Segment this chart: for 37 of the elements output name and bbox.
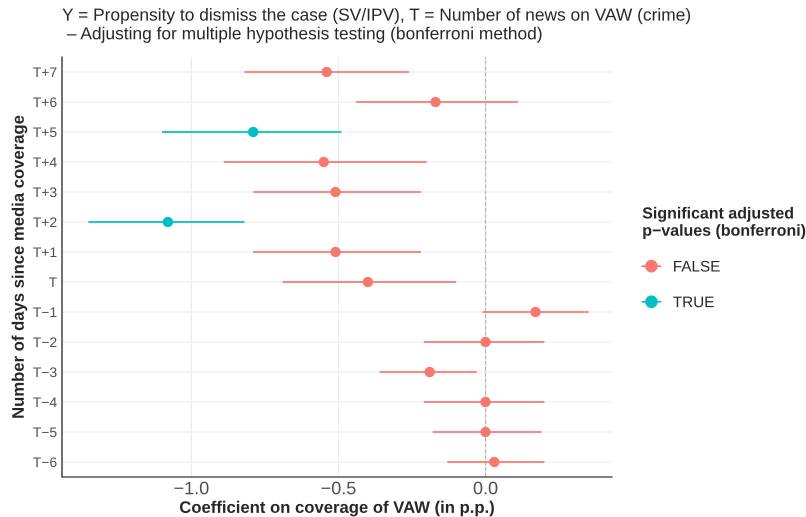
point [318,156,329,168]
point [362,276,374,288]
y-tick-label: T+3 [33,187,57,198]
x-tick-label: −1.0 [174,482,209,494]
y-tick-label: T−5 [33,427,57,438]
x-axis-title: Coefficient on coverage of VAW (in p.p.) [180,500,494,516]
point [248,126,258,138]
point [489,456,500,468]
point [480,396,491,408]
point [480,336,491,348]
legend-title: Significant adjusted p−values (bonferroni) [642,206,806,240]
y-tick-label: T [48,277,57,288]
x-tick-label: 0.0 [474,482,498,494]
point [330,186,341,198]
point [530,306,541,318]
y-tick-label: T+6 [33,97,57,108]
y-tick-label: T+2 [33,217,56,228]
x-tick-label: −0.5 [322,482,356,494]
legend-label: FALSE [674,260,720,272]
y-tick-label: T−1 [33,307,56,318]
y-tick-label: T−2 [33,337,56,348]
y-tick-label: T−6 [33,457,57,468]
y-tick-label: T+5 [33,127,57,138]
y-tick-label: T−3 [33,367,57,378]
y-tick-label: T+4 [33,157,57,168]
y-tick-label: T+7 [33,67,56,78]
legend-label: TRUE [673,296,714,308]
y-tick-label: T+1 [33,247,56,258]
point [162,216,174,228]
point [430,96,441,108]
point [322,66,332,78]
y-axis-title: Number of days since media coverage [12,116,28,418]
chart-title: Y = Propensity to dismiss the case (SV/IPV), T = Number of news on VAW (crime) – Adjusting for multiple hypothesis testing (bonferroni method) [62,8,690,43]
point [330,246,341,258]
point [480,426,491,438]
y-tick-label: T−4 [33,397,57,408]
point [424,366,435,378]
